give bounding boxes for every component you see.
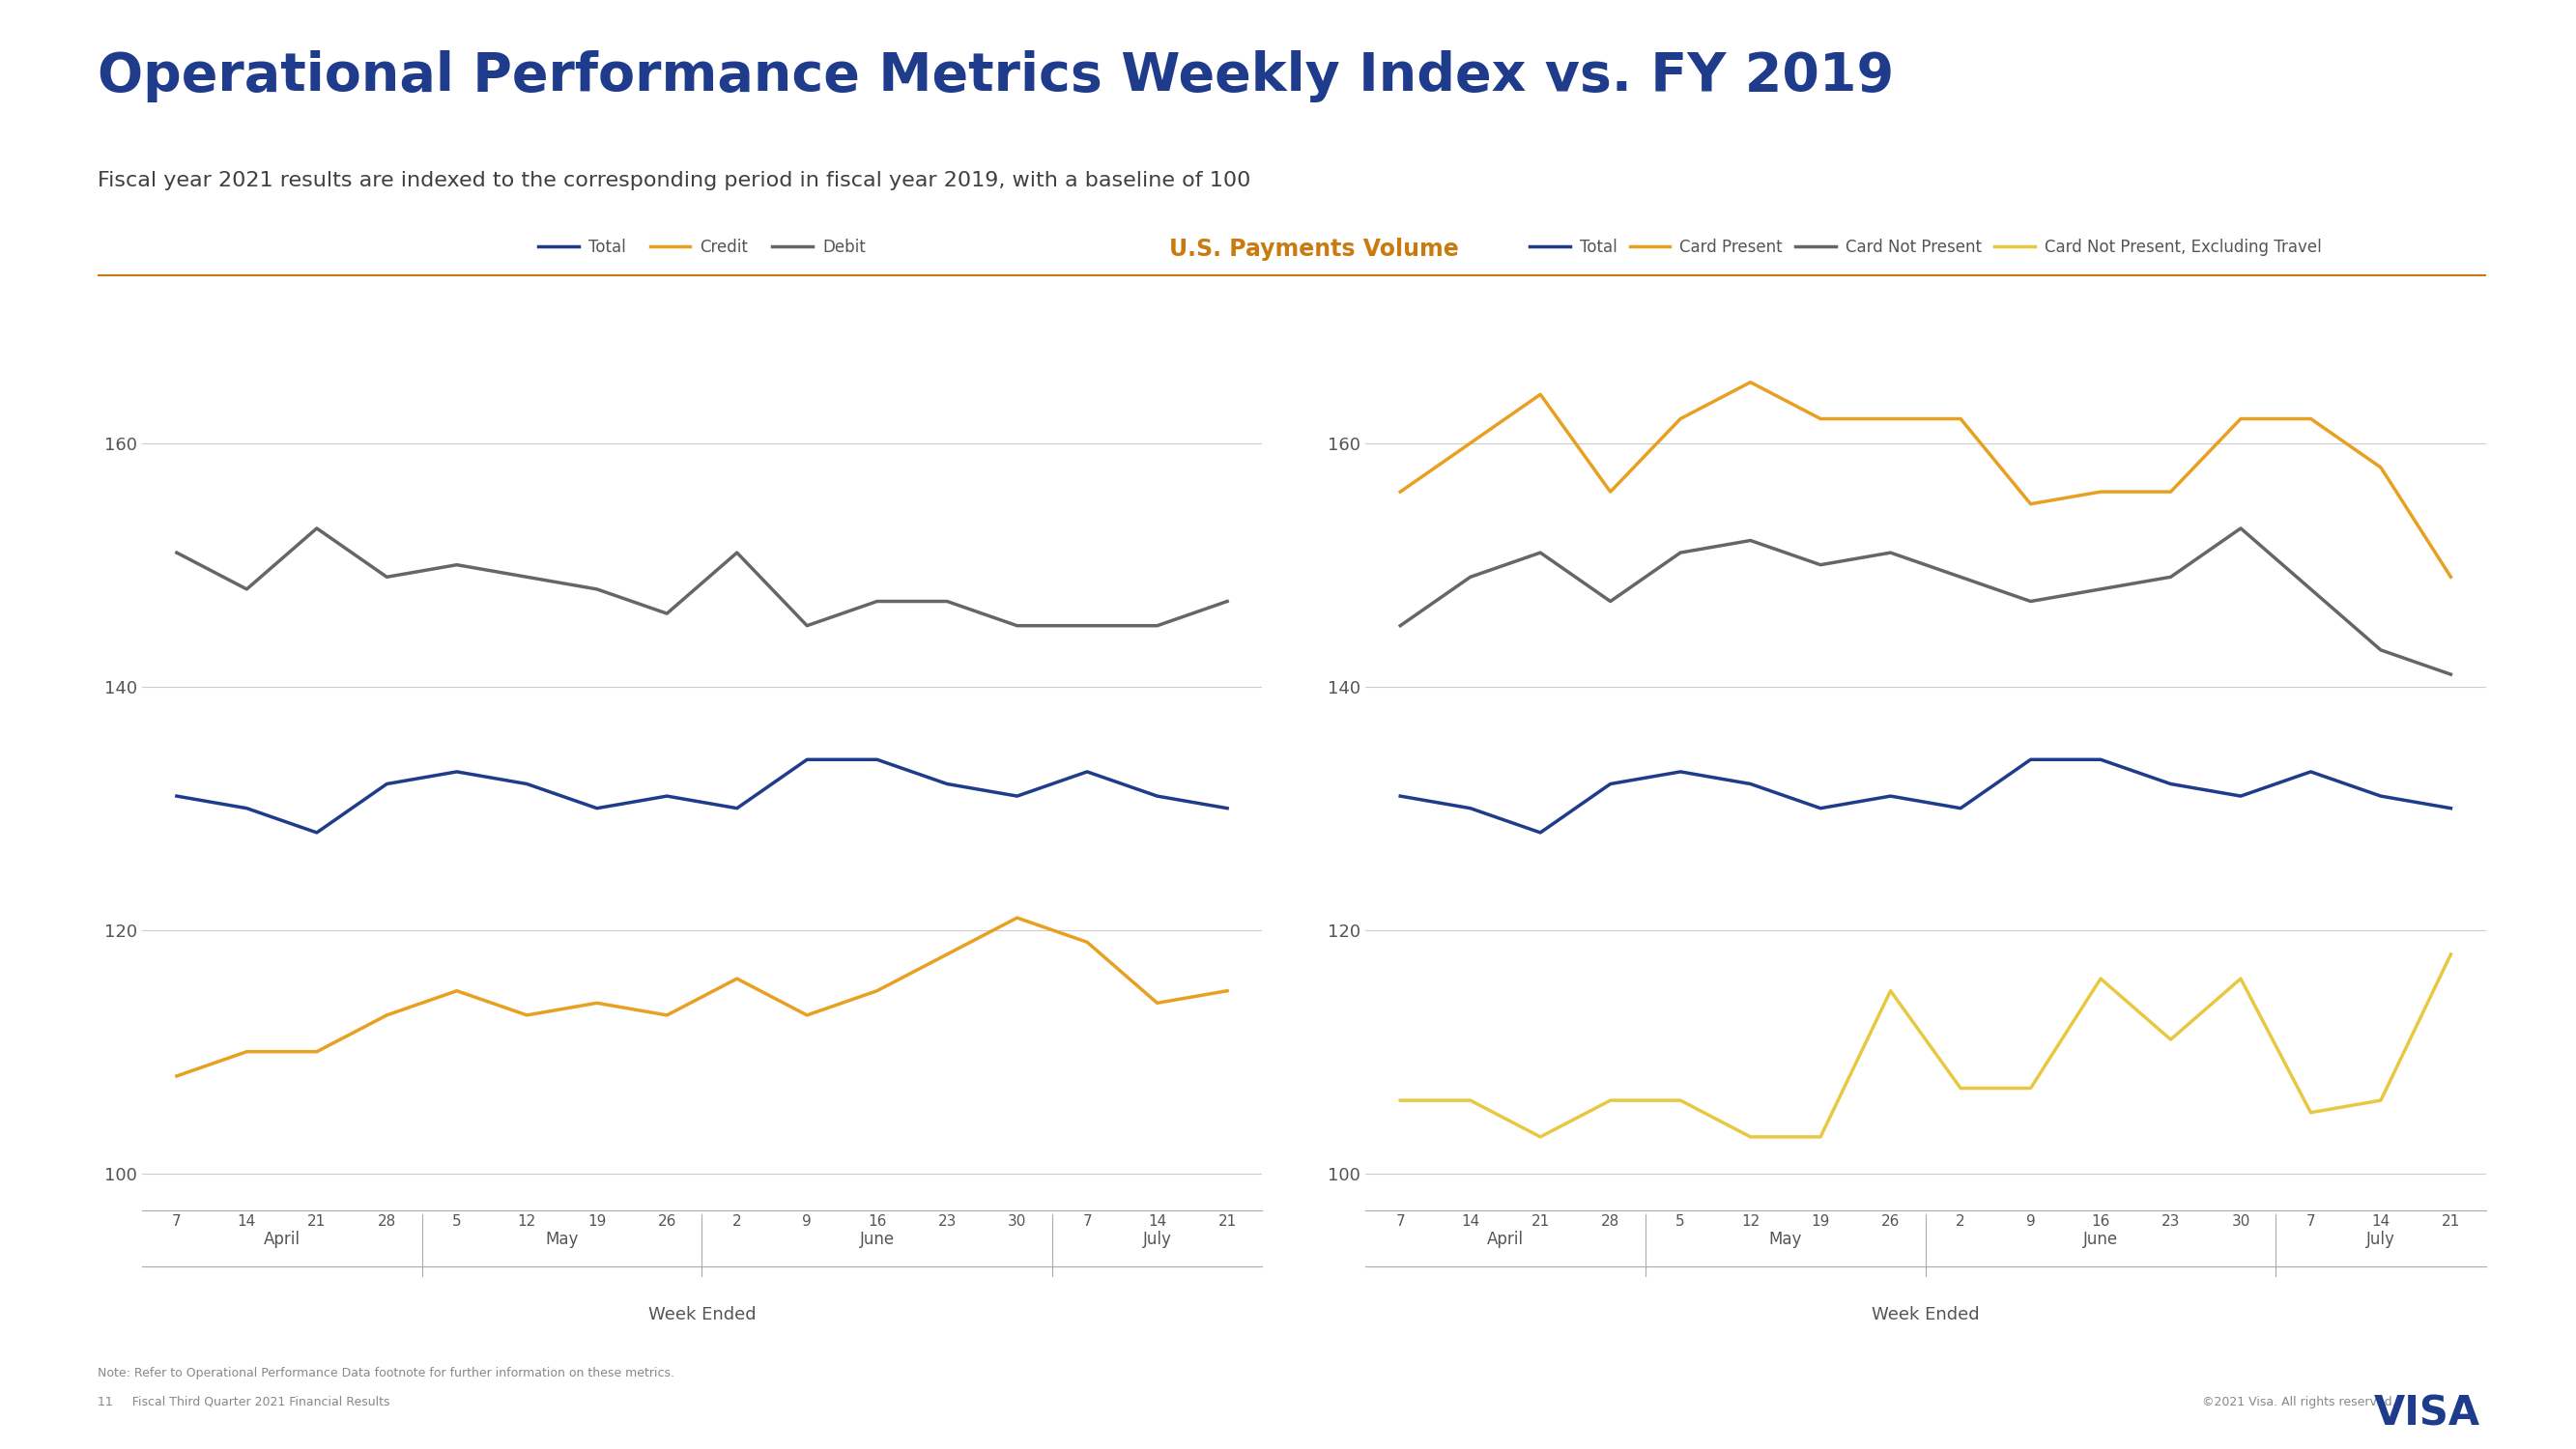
Text: April: April — [1486, 1230, 1525, 1248]
Text: May: May — [546, 1230, 580, 1248]
Text: June: June — [860, 1230, 894, 1248]
Text: ©2021 Visa. All rights reserved.: ©2021 Visa. All rights reserved. — [2202, 1395, 2396, 1408]
Legend: Total, Card Present, Card Not Present, Card Not Present, Excluding Travel: Total, Card Present, Card Not Present, C… — [1522, 232, 2329, 262]
Text: June: June — [2084, 1230, 2117, 1248]
Text: May: May — [1770, 1230, 1803, 1248]
Text: 11     Fiscal Third Quarter 2021 Financial Results: 11 Fiscal Third Quarter 2021 Financial R… — [98, 1395, 389, 1408]
Text: Week Ended: Week Ended — [649, 1306, 755, 1323]
Text: Note: Refer to Operational Performance Data footnote for further information on : Note: Refer to Operational Performance D… — [98, 1366, 675, 1379]
Text: July: July — [2367, 1230, 2396, 1248]
Text: Week Ended: Week Ended — [1873, 1306, 1978, 1323]
Text: Operational Performance Metrics Weekly Index vs. FY 2019: Operational Performance Metrics Weekly I… — [98, 51, 1893, 103]
Legend: Total, Credit, Debit: Total, Credit, Debit — [533, 232, 871, 262]
Text: July: July — [1144, 1230, 1172, 1248]
Text: April: April — [263, 1230, 301, 1248]
Text: U.S. Payments Volume: U.S. Payments Volume — [1170, 238, 1458, 261]
Text: VISA: VISA — [2375, 1394, 2481, 1435]
Text: Fiscal year 2021 results are indexed to the corresponding period in fiscal year : Fiscal year 2021 results are indexed to … — [98, 171, 1252, 190]
